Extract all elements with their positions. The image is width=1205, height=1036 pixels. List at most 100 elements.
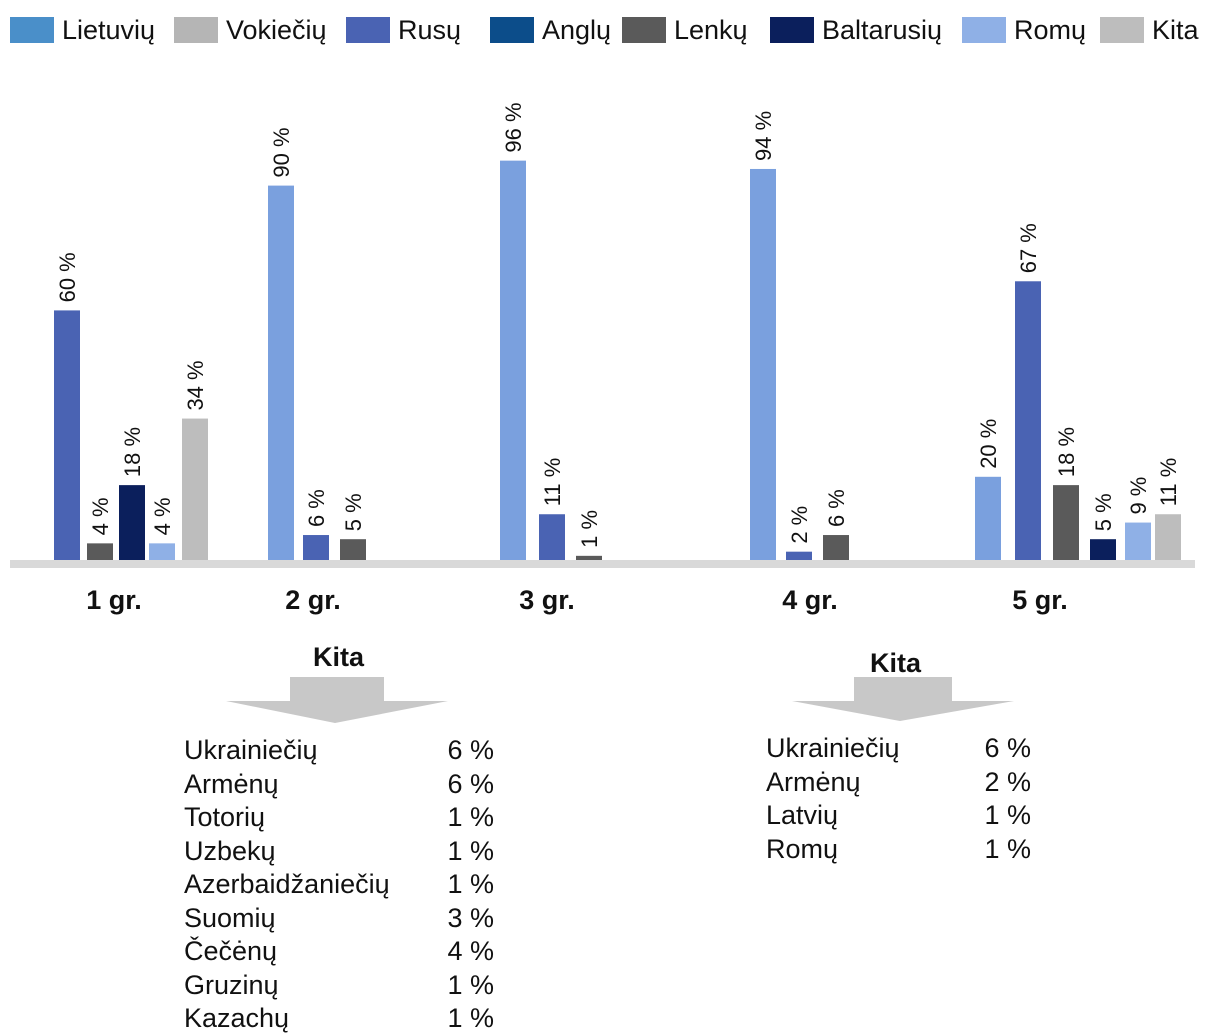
kita-row: Uzbekų 1 % xyxy=(184,835,494,869)
legend-item: Baltarusių xyxy=(770,10,942,50)
kita-row: Romų 1 % xyxy=(766,833,1031,867)
group-label: 5 gr. xyxy=(1012,585,1068,615)
group-label: 3 gr. xyxy=(519,585,575,615)
x-axis-line xyxy=(10,560,1195,568)
bar xyxy=(54,310,80,560)
data-label: 34 % xyxy=(183,360,208,410)
legend-swatch xyxy=(1100,17,1144,43)
kita-name: Ukrainiečių xyxy=(184,735,318,765)
down-arrow-icon xyxy=(226,677,448,723)
bar xyxy=(182,418,208,560)
kita-value: 3 % xyxy=(447,902,494,933)
data-label: 6 % xyxy=(824,489,849,527)
data-label: 5 % xyxy=(341,493,366,531)
legend-item: Lenkų xyxy=(622,10,748,50)
data-label: 11 % xyxy=(540,458,565,507)
kita-name: Azerbaidžaniečių xyxy=(184,869,390,899)
bar xyxy=(1015,281,1041,560)
kita-name: Armėnų xyxy=(184,768,279,799)
bar xyxy=(1053,485,1079,560)
kita-title-2: Kita xyxy=(870,648,922,678)
bar xyxy=(1090,539,1116,560)
data-label: 94 % xyxy=(751,111,776,161)
data-label: 1 % xyxy=(577,510,602,548)
kita-value: 1 % xyxy=(984,833,1031,864)
data-label: 2 % xyxy=(787,506,812,544)
kita-row: Ukrainiečių 6 % xyxy=(766,732,1031,766)
legend-swatch xyxy=(770,17,814,43)
bar xyxy=(87,543,113,560)
kita-value: 1 % xyxy=(447,1003,494,1033)
bar-chart: 60 %4 %18 %4 %34 %90 %6 % 5 %96 %11 %1 %9… xyxy=(10,102,1195,568)
data-label: 5 % xyxy=(1091,493,1116,531)
bar xyxy=(1125,522,1151,560)
group-label: 2 gr. xyxy=(285,585,341,615)
legend-swatch xyxy=(490,17,534,43)
legend-swatch xyxy=(346,17,390,43)
kita-name: Latvių xyxy=(766,800,839,830)
kita-list-1: Ukrainiečių 6 % Armėnų 6 % Totorių 1 % Uzbekų 1… xyxy=(184,734,494,1036)
legend-label: Vokiečių xyxy=(226,14,327,45)
data-label: 6 % xyxy=(304,489,329,527)
bar xyxy=(1155,514,1181,560)
kita-row: Gruzinų 1 % xyxy=(184,969,494,1003)
legend-item: Kita xyxy=(1100,10,1199,50)
kita-name: Uzbekų xyxy=(184,835,276,866)
kita-name: Romų xyxy=(766,833,839,864)
bar xyxy=(975,476,1001,560)
legend-swatch xyxy=(622,17,666,43)
legend: Lietuvių Vokiečių Rusų Anglų Lenkų Baltarusių… xyxy=(10,10,1205,50)
data-label: 18 % xyxy=(1054,427,1079,477)
down-arrow-icon xyxy=(792,677,1014,721)
bar xyxy=(149,543,175,560)
group-label: 1 gr. xyxy=(86,585,142,615)
kita-row: Kazachų 1 % xyxy=(184,1002,494,1036)
kita-value: 1 % xyxy=(984,800,1031,830)
kita-name: Totorių xyxy=(184,802,266,832)
kita-row: Azerbaidžaniečių 1 % xyxy=(184,868,494,902)
data-label: 18 % xyxy=(120,427,145,477)
kita-value: 2 % xyxy=(984,766,1031,797)
kita-row: Ukrainiečių 6 % xyxy=(184,734,494,768)
bar xyxy=(823,535,849,560)
kita-name: Gruzinų xyxy=(184,969,279,1000)
data-label: 9 % xyxy=(1126,477,1151,515)
kita-title-1: Kita xyxy=(313,642,365,672)
kita-name: Suomių xyxy=(184,902,276,933)
legend-item: Rusų xyxy=(346,10,461,50)
bar xyxy=(539,514,565,560)
data-label: 67 % xyxy=(1016,223,1041,273)
legend-swatch xyxy=(10,17,54,43)
legend-item: Vokiečių xyxy=(174,10,327,50)
bar xyxy=(119,485,145,560)
legend-label: Kita xyxy=(1152,14,1199,45)
data-label: 20 % xyxy=(976,419,1001,469)
group-label: 4 gr. xyxy=(782,585,838,615)
legend-item: Anglų xyxy=(490,10,611,50)
bar xyxy=(303,535,329,560)
kita-value: 1 % xyxy=(447,869,494,899)
kita-value: 1 % xyxy=(447,802,494,832)
kita-row: Armėnų 6 % xyxy=(184,768,494,802)
kita-value: 4 % xyxy=(447,936,494,966)
legend-swatch xyxy=(174,17,218,43)
legend-item: Romų xyxy=(962,10,1086,50)
data-label: 4 % xyxy=(150,497,175,535)
kita-row: Armėnų 2 % xyxy=(766,766,1031,800)
data-label: 4 % xyxy=(88,497,113,535)
kita-name: Ukrainiečių xyxy=(766,733,900,763)
kita-name: Armėnų xyxy=(766,766,861,797)
legend-label: Rusų xyxy=(398,14,462,45)
bar xyxy=(268,185,294,560)
kita-value: 6 % xyxy=(447,768,494,799)
kita-value: 6 % xyxy=(447,735,494,765)
data-label: 60 % xyxy=(55,252,80,302)
bar xyxy=(786,551,812,560)
legend-item: Lietuvių xyxy=(10,10,155,50)
kita-value: 6 % xyxy=(984,733,1031,763)
legend-label: Lenkų xyxy=(674,14,748,45)
legend-label: Lietuvių xyxy=(62,14,156,45)
kita-row: Čečėnų 4 % xyxy=(184,935,494,969)
kita-value: 1 % xyxy=(447,969,494,1000)
kita-name: Kazachų xyxy=(184,1003,290,1033)
